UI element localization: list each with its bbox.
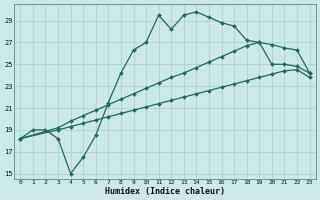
X-axis label: Humidex (Indice chaleur): Humidex (Indice chaleur) <box>105 187 225 196</box>
